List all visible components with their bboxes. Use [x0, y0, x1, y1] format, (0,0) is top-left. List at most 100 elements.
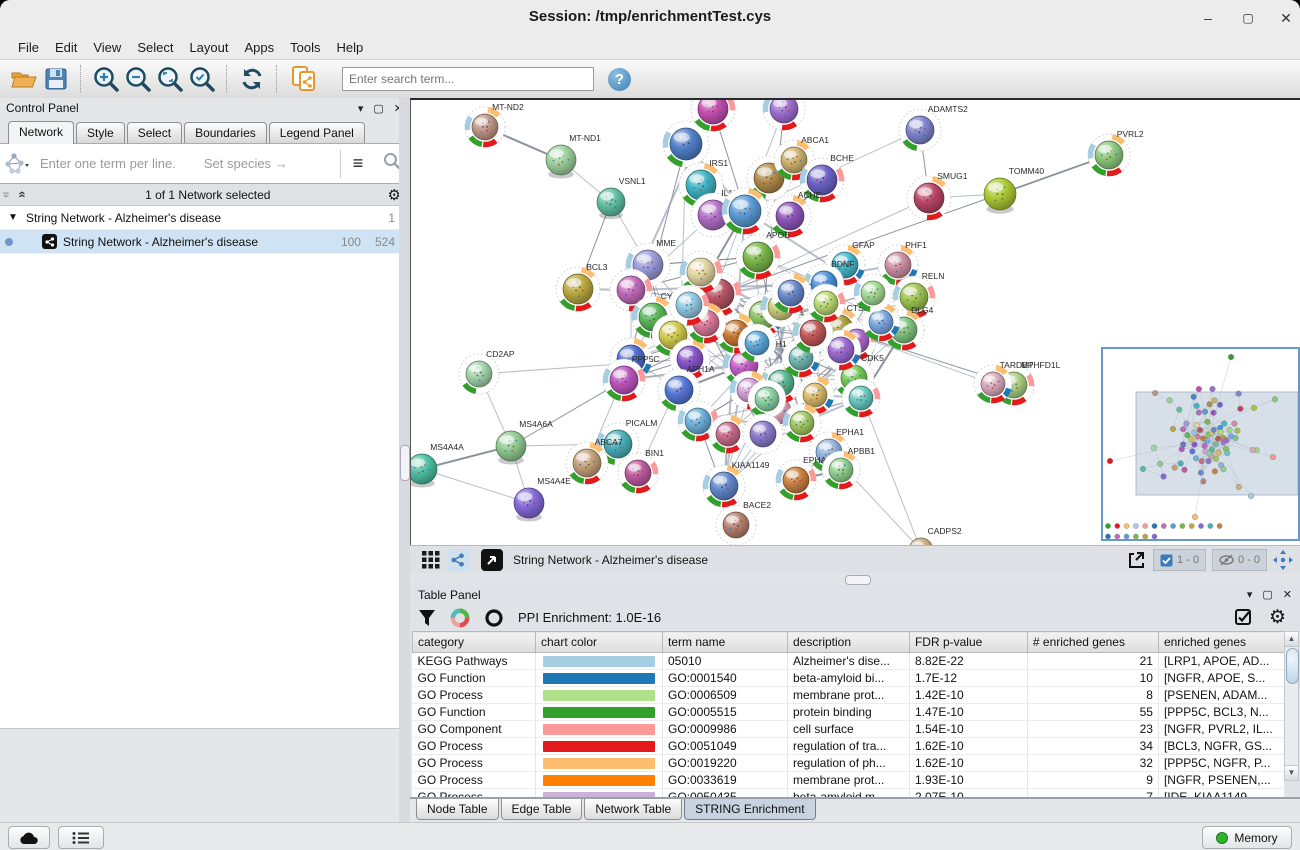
draw-charts-icon[interactable] — [450, 608, 470, 628]
network-node-kiaa1149[interactable]: KIAA1149 — [702, 460, 770, 508]
minimize-button[interactable]: – — [1204, 10, 1212, 26]
network-node[interactable] — [792, 312, 834, 354]
network-node-cd2ap[interactable]: CD2AP — [458, 349, 515, 395]
tree-collapse-icon[interactable]: ▼ — [8, 212, 18, 223]
table-row[interactable]: GO Component GO:0009986 cell surface 1.54E-… — [412, 720, 1286, 738]
reset-charts-icon[interactable] — [484, 608, 504, 628]
open-file-icon[interactable] — [8, 64, 40, 94]
network-node-phf1[interactable]: PHF1 — [877, 240, 927, 286]
network-node-epha5[interactable]: EPHA5 — [775, 455, 831, 501]
network-node-bche[interactable]: BCHE — [799, 153, 854, 203]
network-node-adamts2[interactable]: ADAMTS2 — [898, 104, 968, 152]
menu-help[interactable]: Help — [336, 40, 364, 55]
network-node[interactable] — [742, 413, 784, 455]
close-panel-icon[interactable]: ✕ — [394, 102, 403, 115]
network-node-bin1[interactable]: BIN1 — [617, 448, 664, 494]
network-node-mt-nd1[interactable]: MT-ND1 — [545, 133, 601, 179]
filter-icon[interactable] — [418, 609, 436, 627]
network-node-aph1a[interactable]: APH1A — [657, 364, 715, 412]
network-node-ms4a4e[interactable]: MS4A4E — [513, 476, 571, 522]
float-panel-icon[interactable]: ▢ — [1262, 589, 1273, 601]
network-node-bcl3[interactable]: BCL3 — [555, 262, 608, 312]
string-logo-icon[interactable] — [0, 152, 34, 176]
detach-view-icon[interactable] — [481, 549, 503, 571]
menu-layout[interactable]: Layout — [189, 40, 229, 55]
network-node-smug1[interactable]: SMUG1 — [906, 171, 968, 221]
network-node-ms4a6a[interactable]: MS4A6A — [495, 419, 553, 465]
menu-file[interactable]: File — [18, 40, 39, 55]
column-header[interactable]: FDR p-value — [908, 631, 1028, 653]
column-select-icon[interactable] — [1234, 608, 1253, 627]
network-node-abca7[interactable]: ABCA7 — [565, 437, 623, 485]
float-panel-icon[interactable]: ▢ — [373, 102, 384, 115]
network-node-tomm40[interactable]: TOMM40 — [983, 166, 1044, 214]
network-node-mt-nd2[interactable]: MT-ND2 — [464, 102, 524, 148]
table-scrollbar[interactable]: ▲ ▼ — [1284, 631, 1299, 781]
zoom-selected-icon[interactable] — [186, 64, 218, 94]
refresh-icon[interactable] — [236, 64, 268, 94]
task-history-button[interactable] — [58, 826, 104, 849]
string-query-placeholder[interactable]: Enter one term per line. — [40, 156, 176, 171]
horizontal-splitter[interactable] — [410, 573, 1300, 585]
table-row[interactable]: GO Process GO:0050435 beta-amyloid m... 2.0… — [412, 788, 1286, 797]
export-view-icon[interactable] — [1125, 549, 1147, 571]
save-session-icon[interactable] — [40, 64, 72, 94]
panel-menu-icon[interactable]: ▾ — [357, 102, 364, 115]
network-node-ms4a4a[interactable]: MS4A4A — [411, 442, 464, 488]
zoom-out-icon[interactable] — [122, 64, 154, 94]
table-settings-gear-icon[interactable]: ⚙ — [1268, 607, 1286, 628]
memory-button[interactable]: Memory — [1202, 826, 1292, 849]
column-header[interactable]: chart color — [534, 631, 664, 653]
network-collection-row[interactable]: ▼ String Network - Alzheimer's disease 1 — [0, 206, 409, 230]
scroll-up-icon[interactable]: ▲ — [1285, 632, 1298, 647]
close-button[interactable]: ✕ — [1280, 10, 1292, 26]
network-node[interactable] — [853, 273, 893, 313]
column-header[interactable]: description — [787, 631, 910, 653]
network-node-pvrl2[interactable]: PVRL2 — [1087, 129, 1144, 177]
menu-tools[interactable]: Tools — [290, 40, 321, 55]
network-node[interactable] — [806, 283, 846, 323]
tab-network-table[interactable]: Network Table — [584, 799, 683, 820]
column-header[interactable]: term name — [662, 631, 788, 653]
network-node-cadps2[interactable]: CADPS2 — [909, 526, 962, 545]
copy-network-icon[interactable] — [286, 64, 324, 94]
menu-apps[interactable]: Apps — [244, 40, 275, 55]
column-header[interactable]: # enriched genes — [1026, 631, 1159, 653]
tab-select[interactable]: Select — [126, 122, 183, 143]
set-species-hint[interactable]: Set species → — [203, 156, 288, 171]
network-node[interactable] — [762, 100, 806, 131]
network-list-gear-icon[interactable]: ⚙ — [387, 186, 401, 204]
splitter-handle[interactable] — [400, 445, 410, 481]
navigate-icon[interactable] — [1272, 549, 1294, 571]
table-row[interactable]: KEGG Pathways 05010 Alzheimer's dise... 8.8… — [412, 652, 1286, 670]
network-node[interactable] — [770, 272, 812, 314]
network-node[interactable] — [668, 284, 710, 326]
tab-node-table[interactable]: Node Table — [416, 799, 499, 820]
table-row[interactable]: GO Function GO:0001540 beta-amyloid bi... 1… — [412, 669, 1286, 687]
column-header[interactable]: category — [412, 631, 536, 653]
network-node-bace2[interactable]: BACE2 — [715, 500, 771, 545]
table-row[interactable]: GO Process GO:0033619 membrane prot... 1.93… — [412, 771, 1286, 789]
network-node[interactable] — [690, 100, 736, 132]
network-node[interactable] — [708, 414, 748, 454]
network-node-apbb1[interactable]: APBB1 — [821, 446, 875, 490]
tab-boundaries[interactable]: Boundaries — [184, 122, 267, 143]
zoom-in-icon[interactable] — [90, 64, 122, 94]
cloud-tasks-button[interactable] — [8, 826, 50, 849]
maximize-button[interactable]: ▢ — [1242, 11, 1254, 25]
network-node[interactable] — [747, 379, 787, 419]
table-row[interactable]: GO Process GO:0019220 regulation of ph... 1… — [412, 754, 1286, 772]
panel-menu-icon[interactable]: ▾ — [1246, 589, 1253, 601]
tab-network[interactable]: Network — [8, 121, 75, 144]
table-row[interactable]: GO Process GO:0051049 regulation of tra...… — [412, 737, 1286, 755]
network-row-selected[interactable]: String Network - Alzheimer's disease 100… — [0, 230, 409, 254]
search-input[interactable] — [342, 67, 594, 91]
network-node-vsnl1[interactable]: VSNL1 — [596, 176, 646, 220]
zoom-fit-icon[interactable] — [154, 64, 186, 94]
tab-legend-panel[interactable]: Legend Panel — [268, 122, 365, 143]
table-row[interactable]: GO Process GO:0006509 membrane prot... 1.42… — [412, 686, 1286, 704]
string-options-icon[interactable]: ≡ — [352, 153, 364, 173]
column-header[interactable]: enriched genes — [1157, 631, 1286, 653]
network-node-apoe[interactable]: APOE — [735, 230, 790, 280]
help-icon[interactable]: ? — [608, 67, 631, 91]
